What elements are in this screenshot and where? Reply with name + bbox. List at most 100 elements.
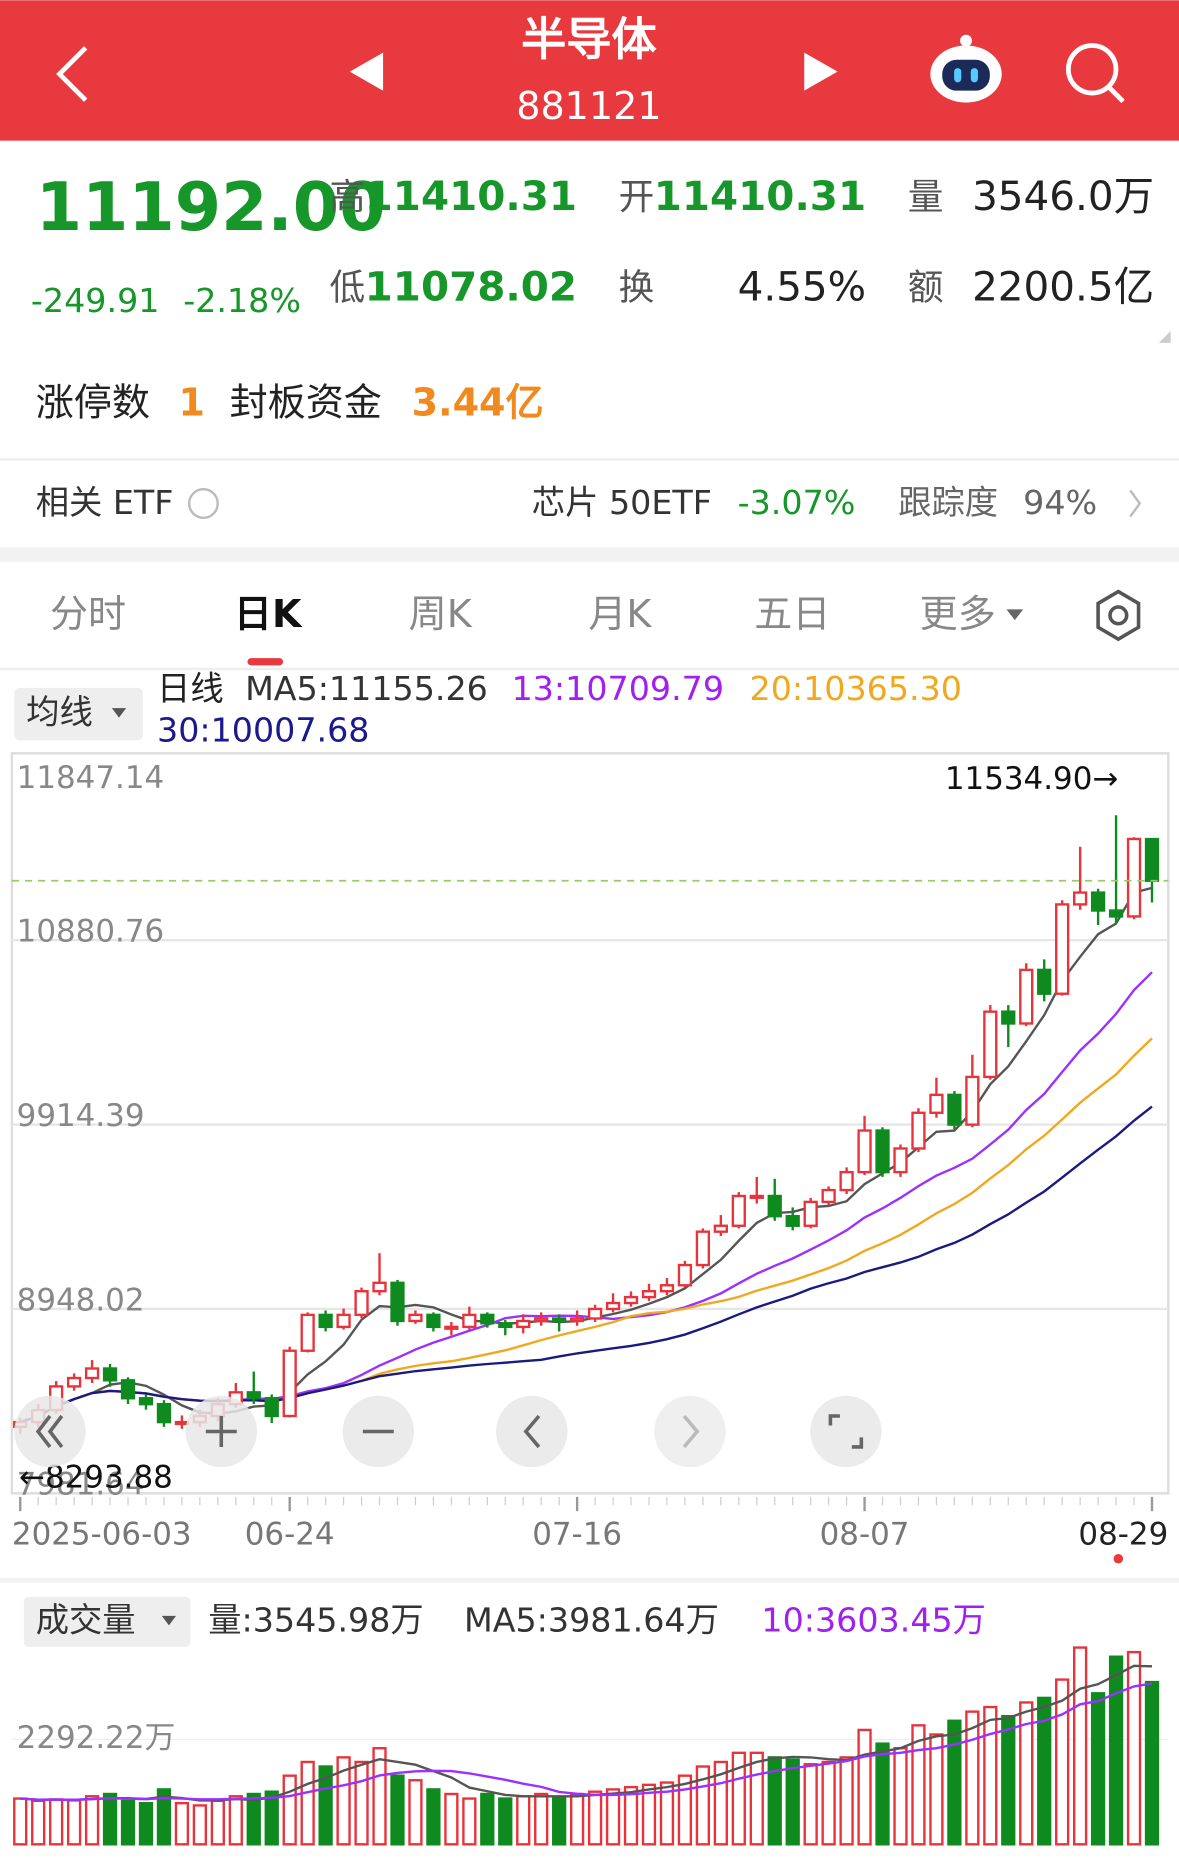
- candle-body: [1037, 968, 1052, 995]
- next-day-button[interactable]: [654, 1395, 726, 1468]
- search-button[interactable]: [1065, 43, 1125, 104]
- track-label: 跟踪度: [898, 483, 998, 522]
- candle-body: [677, 1263, 693, 1287]
- tab[interactable]: 五日: [754, 592, 830, 636]
- limit-label: 涨停数: [36, 380, 150, 424]
- help-icon: [187, 488, 219, 519]
- candle-body: [120, 1379, 136, 1400]
- tab[interactable]: 月K: [588, 592, 652, 636]
- tab-indicator: [247, 658, 284, 666]
- ma-line: [19, 1105, 1153, 1424]
- back-button[interactable]: [56, 46, 88, 102]
- volume-bar: [498, 1797, 513, 1846]
- volume-bar: [31, 1799, 46, 1846]
- candle-body: [372, 1281, 387, 1293]
- tab[interactable]: 日K: [234, 592, 303, 636]
- volume-bar: [354, 1760, 369, 1846]
- volume-bar: [821, 1760, 836, 1846]
- tab[interactable]: 周K: [409, 592, 473, 636]
- fullscreen-button[interactable]: [810, 1395, 882, 1468]
- candle-body: [282, 1349, 297, 1418]
- quote-value: 2200.5亿: [972, 262, 1154, 310]
- volume-bar: [713, 1760, 728, 1846]
- volume-bar: [749, 1751, 764, 1846]
- candle-body: [1072, 891, 1088, 906]
- tab[interactable]: 分时: [50, 592, 126, 636]
- volume-bar: [677, 1774, 693, 1846]
- prev-day-button[interactable]: [496, 1395, 568, 1468]
- high-label: 11534.90→: [945, 761, 1118, 797]
- volume-bar: [462, 1797, 477, 1846]
- volume-legend: 10:3603.45万: [761, 1600, 986, 1639]
- candle-body: [1055, 903, 1070, 995]
- volume-bar: [246, 1792, 261, 1846]
- volume-bar: [49, 1798, 64, 1846]
- candle-body: [552, 1317, 567, 1323]
- candle-body: [821, 1188, 836, 1204]
- candle-body: [893, 1147, 908, 1174]
- candle-body: [947, 1093, 962, 1126]
- zoom-controls: [14, 1395, 882, 1468]
- candle-body: [605, 1301, 621, 1311]
- candle-body: [767, 1194, 782, 1218]
- volume-legend: 量:3545.98万: [208, 1600, 424, 1639]
- fund-value: 3.44亿: [412, 380, 544, 424]
- candle-body: [911, 1111, 926, 1150]
- gap-band: [0, 547, 1179, 562]
- volume-bar: [1019, 1701, 1034, 1846]
- candle-body: [102, 1367, 118, 1382]
- separator: [0, 1577, 1179, 1583]
- volume-bar: [803, 1763, 818, 1846]
- dropdown-arrow: [1006, 609, 1024, 621]
- quote-label: 低: [330, 267, 366, 308]
- x-tick-label: 06-24: [245, 1517, 335, 1553]
- candle-body: [749, 1194, 764, 1199]
- assistant-icon[interactable]: [930, 34, 1002, 103]
- settings-icon[interactable]: [1096, 589, 1141, 642]
- volume-bar: [839, 1756, 854, 1846]
- volume-selector[interactable]: [23, 1596, 191, 1647]
- candle-body: [480, 1313, 495, 1325]
- candle-body: [785, 1215, 800, 1227]
- volume-bar: [785, 1758, 800, 1846]
- stock-code: 881121: [516, 84, 661, 128]
- position-dot: [1113, 1554, 1124, 1564]
- volume-bar: [102, 1792, 118, 1846]
- fund-label: 封板资金: [230, 380, 382, 424]
- tab[interactable]: 更多: [920, 592, 996, 636]
- volume-bar: [731, 1751, 746, 1846]
- chevron: [1129, 489, 1142, 518]
- volume-bar: [318, 1765, 333, 1846]
- candle-body: [84, 1367, 100, 1380]
- volume-bar: [192, 1804, 208, 1846]
- volume-bar: [1037, 1696, 1052, 1846]
- icon: [205, 1416, 237, 1447]
- volume-legend: MA5:3981.64万: [464, 1600, 719, 1639]
- candle-body: [803, 1200, 818, 1227]
- candle-body: [426, 1313, 441, 1329]
- next-button[interactable]: [804, 52, 838, 91]
- volume-bar: [66, 1799, 82, 1846]
- volume-bar: [875, 1742, 890, 1846]
- candle-body: [462, 1313, 477, 1329]
- quote-label: 换: [619, 267, 655, 308]
- ma-selector[interactable]: [14, 687, 143, 741]
- track-value: 94%: [1023, 483, 1097, 522]
- candle-body: [516, 1319, 531, 1329]
- candle-body: [929, 1093, 944, 1114]
- etf-row[interactable]: 相关 ETF 芯片 50ETF -3.07% 跟踪度 94%: [36, 483, 1142, 522]
- volume-bar: [1055, 1678, 1070, 1846]
- candle-body: [264, 1397, 279, 1418]
- prev-button[interactable]: [349, 52, 384, 91]
- quote-label: 开: [619, 177, 655, 218]
- volume-bar: [228, 1795, 243, 1846]
- candle-body: [875, 1129, 890, 1174]
- volume-bar: [605, 1788, 621, 1846]
- volume-bar: [372, 1747, 387, 1846]
- volume-bar: [893, 1747, 908, 1846]
- ma-value: 20:10365.30: [750, 669, 962, 708]
- candle-body: [713, 1224, 728, 1233]
- volume-bar: [120, 1799, 136, 1846]
- volume-bar: [587, 1790, 603, 1846]
- volume-bar: [264, 1790, 279, 1846]
